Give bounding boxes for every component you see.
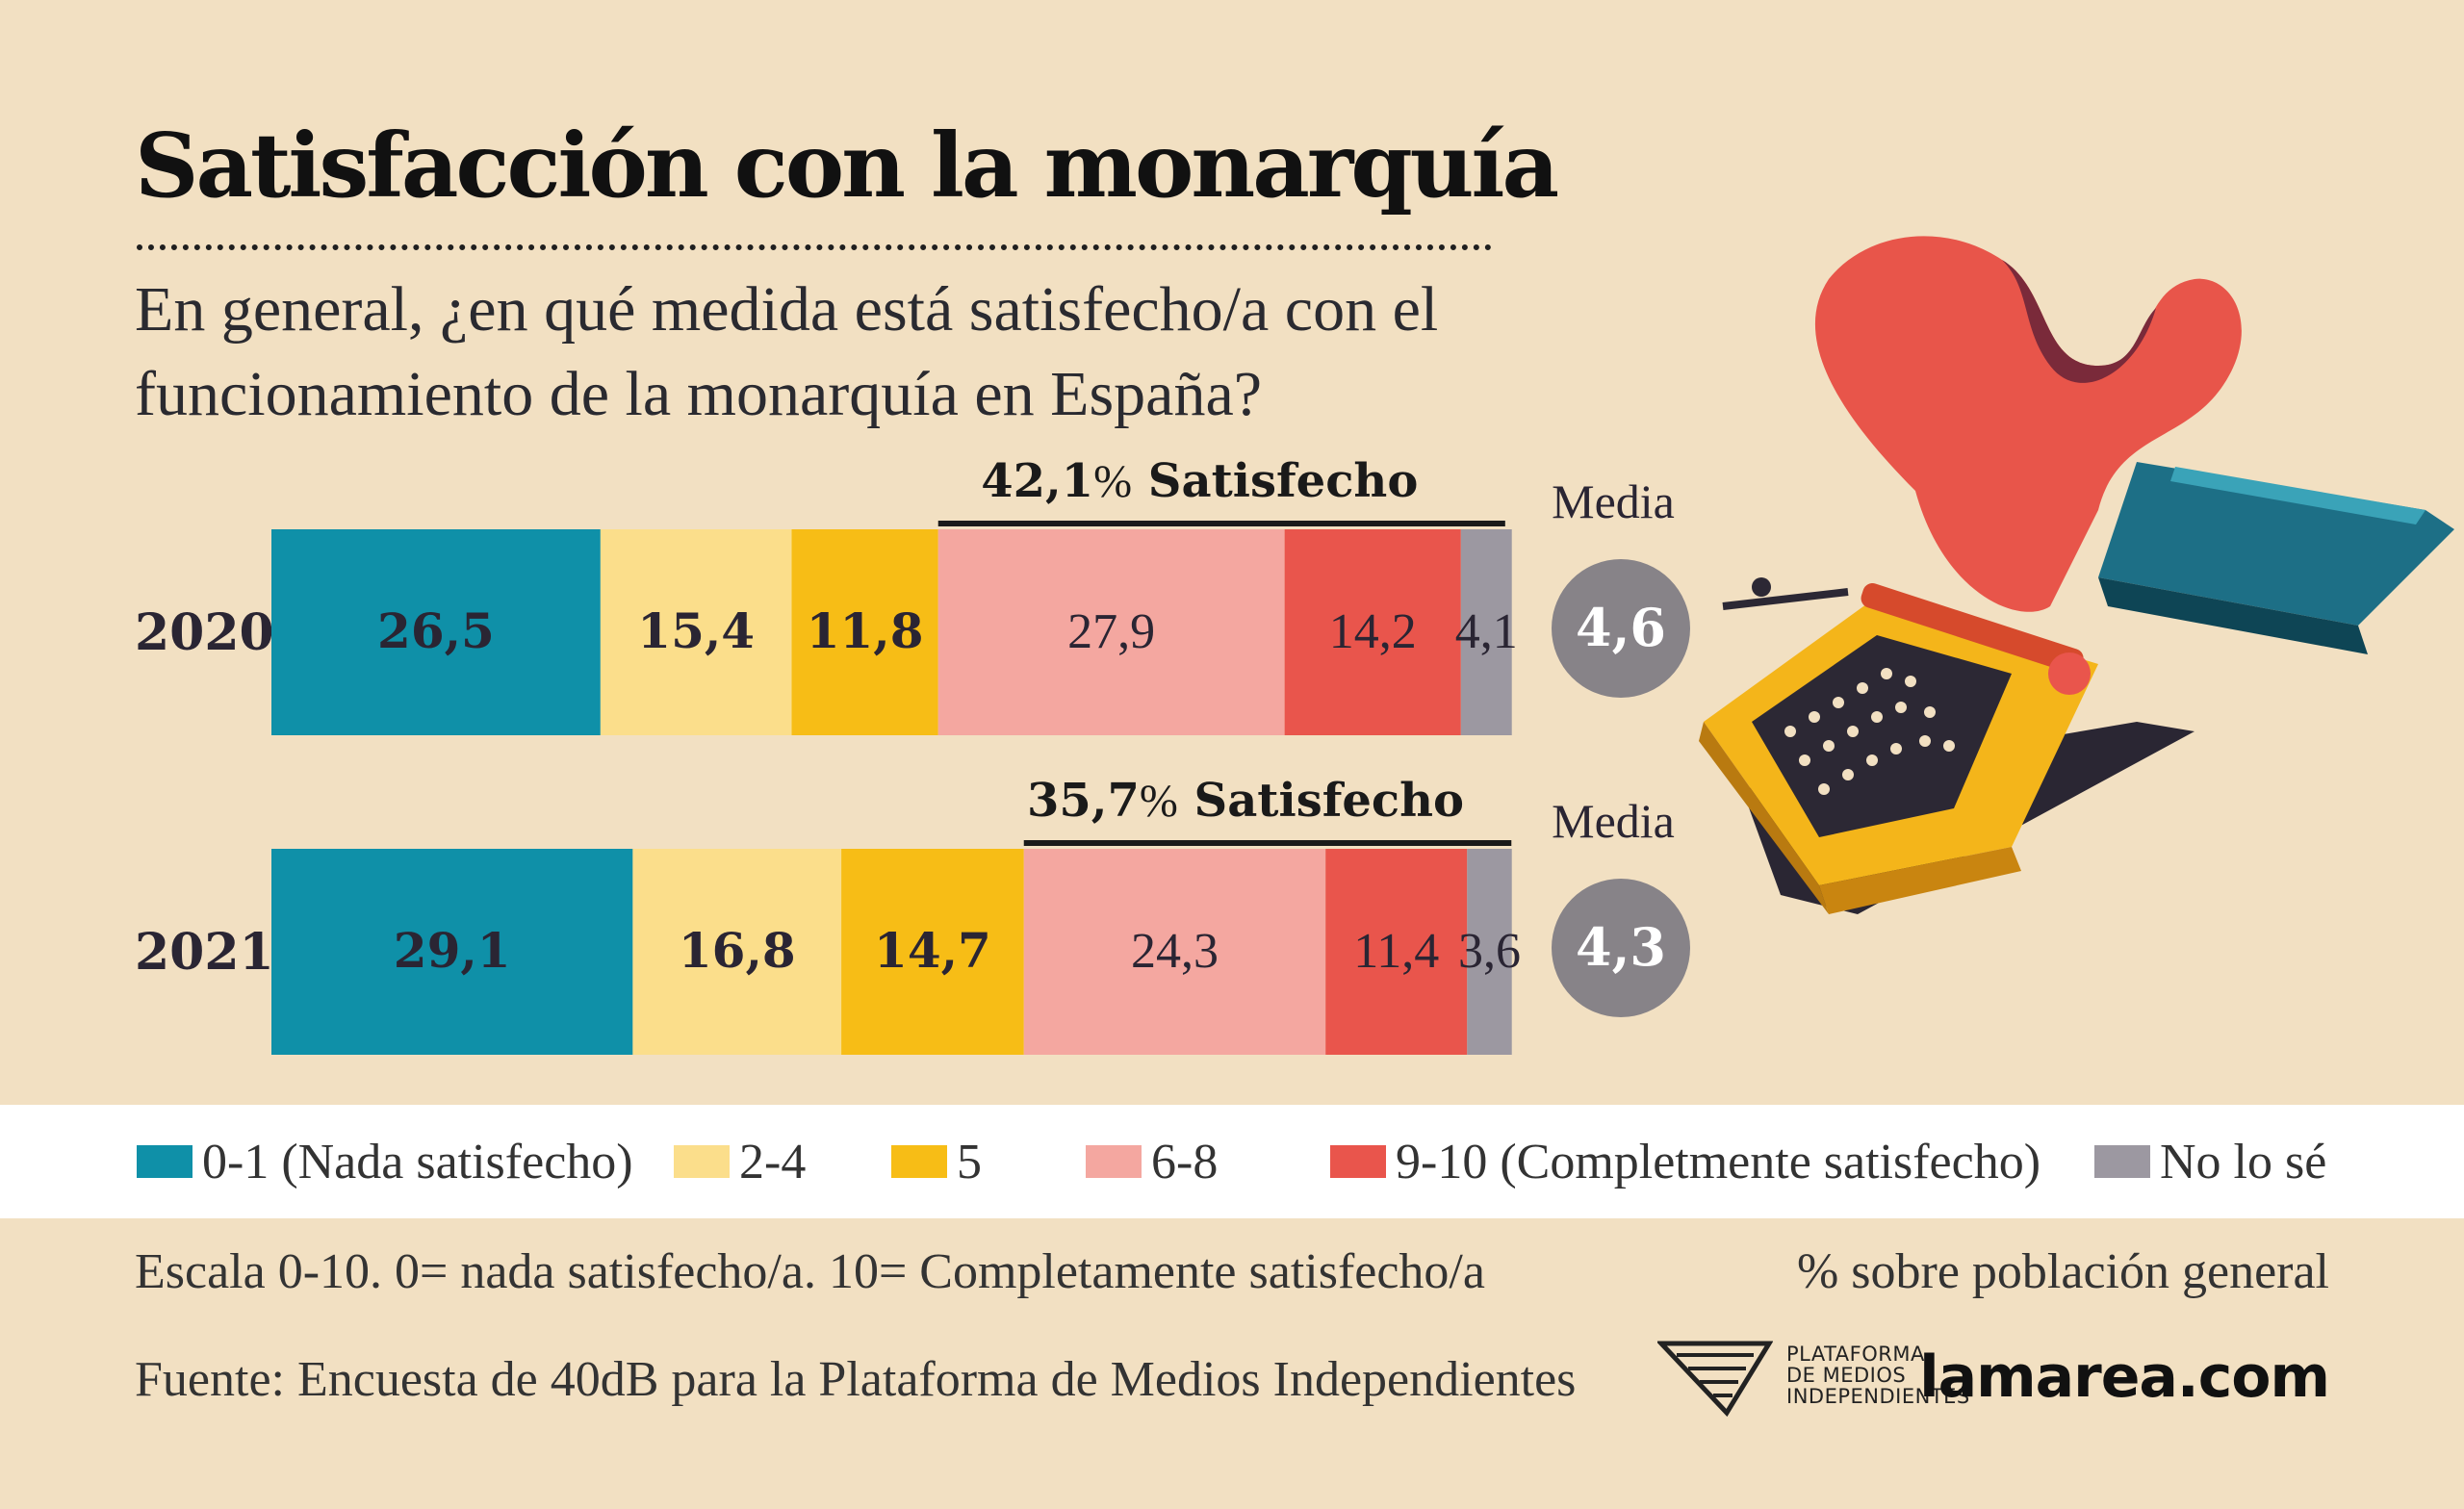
bar-segment bbox=[937, 529, 1285, 735]
bar-segment bbox=[1460, 529, 1512, 735]
legend-label: 9-10 (Completmente satisfecho) bbox=[1396, 1134, 2041, 1189]
bar-segment bbox=[271, 849, 633, 1055]
bar-segment bbox=[1325, 849, 1468, 1055]
chart-subtitle: En general, ¿en qué medida está satisfec… bbox=[135, 274, 1439, 429]
legend-swatch bbox=[891, 1145, 947, 1178]
legend-item-5: 5 bbox=[891, 1105, 982, 1218]
stacked-bar-chart: 2020 26,5 15,4 11,8 27,9 14,2 4,1 42,1% Satisfe… bbox=[135, 454, 1690, 1055]
bar-segment bbox=[791, 529, 938, 735]
pmi-line: INDEPENDIENTES bbox=[1786, 1385, 1970, 1408]
legend-swatch bbox=[674, 1145, 730, 1178]
media-value: 4,6 bbox=[1576, 597, 1666, 658]
bar-segment bbox=[1467, 849, 1512, 1055]
chart-title: Satisfacción con la monarquía bbox=[135, 114, 1559, 217]
legend-item-0-1: 0-1 (Nada satisfecho) bbox=[137, 1105, 633, 1218]
legend-label: 6-8 bbox=[1151, 1134, 1219, 1189]
data-label: 11,4 bbox=[1353, 924, 1439, 979]
media-circle bbox=[1552, 879, 1690, 1017]
legend-label: 2-4 bbox=[739, 1134, 807, 1189]
year-label: 2020 bbox=[135, 603, 274, 662]
data-label: 27,9 bbox=[1067, 604, 1155, 659]
legend-item-no-lo-se: No lo sé bbox=[2094, 1105, 2326, 1218]
legend-item-2-4: 2-4 bbox=[674, 1105, 806, 1218]
brand-logo: lamarea.com bbox=[1919, 1343, 2330, 1411]
media-value: 4,3 bbox=[1576, 916, 1666, 978]
satisfied-label: 35,7% Satisfecho bbox=[1027, 774, 1464, 828]
data-label: 3,6 bbox=[1458, 924, 1521, 979]
bar-segment bbox=[632, 849, 842, 1055]
data-label: 16,8 bbox=[679, 922, 796, 979]
data-label: 14,2 bbox=[1329, 604, 1417, 659]
media-label: Media bbox=[1552, 474, 1675, 528]
legend: 0-1 (Nada satisfecho) 2-4 5 6-8 9-10 (Co… bbox=[0, 1105, 2464, 1218]
pmi-line: PLATAFORMA bbox=[1786, 1343, 1925, 1366]
legend-label: 5 bbox=[957, 1134, 982, 1189]
satisfied-label: 42,1% Satisfecho bbox=[981, 454, 1418, 508]
pmi-wordmark: PLATAFORMA DE MEDIOS INDEPENDIENTES bbox=[1786, 1343, 1970, 1407]
data-label: 26,5 bbox=[377, 602, 495, 659]
satisfied-bracket bbox=[937, 521, 1505, 526]
typewriter-illustration bbox=[1699, 236, 2454, 914]
bar-segment bbox=[1023, 849, 1326, 1055]
legend-swatch bbox=[2094, 1145, 2150, 1178]
legend-swatch bbox=[1330, 1145, 1386, 1178]
legend-item-6-8: 6-8 bbox=[1086, 1105, 1218, 1218]
legend-band bbox=[0, 1105, 2464, 1218]
bar-segment bbox=[600, 529, 792, 735]
bar-segment bbox=[271, 529, 601, 735]
bar-segment bbox=[1284, 529, 1461, 735]
legend-label: 0-1 (Nada satisfecho) bbox=[202, 1134, 633, 1189]
title-divider bbox=[137, 244, 1492, 250]
data-label: 15,4 bbox=[637, 602, 755, 659]
legend-swatch bbox=[1086, 1145, 1142, 1178]
pmi-line: DE MEDIOS bbox=[1786, 1364, 1907, 1387]
paper-plane-logo-icon bbox=[1657, 1341, 1773, 1417]
media-label: Media bbox=[1552, 794, 1675, 848]
source-note: Fuente: Encuesta de 40dB para la Platafo… bbox=[135, 1352, 1577, 1407]
satisfied-bracket bbox=[1023, 840, 1512, 846]
data-label: 24,3 bbox=[1131, 924, 1219, 979]
data-label: 14,7 bbox=[874, 922, 991, 979]
year-label: 2021 bbox=[135, 923, 274, 982]
data-label: 4,1 bbox=[1455, 604, 1518, 659]
bar-segment bbox=[841, 849, 1024, 1055]
legend-item-9-10: 9-10 (Completmente satisfecho) bbox=[1330, 1105, 2040, 1218]
legend-swatch bbox=[137, 1145, 192, 1178]
data-label: 29,1 bbox=[394, 922, 511, 979]
scale-note: Escala 0-10. 0= nada satisfecho/a. 10= C… bbox=[135, 1244, 1485, 1299]
data-label: 11,8 bbox=[807, 602, 924, 659]
media-circle bbox=[1552, 559, 1690, 698]
percent-note: % sobre población general bbox=[1796, 1244, 2329, 1299]
legend-label: No lo sé bbox=[2160, 1134, 2327, 1189]
